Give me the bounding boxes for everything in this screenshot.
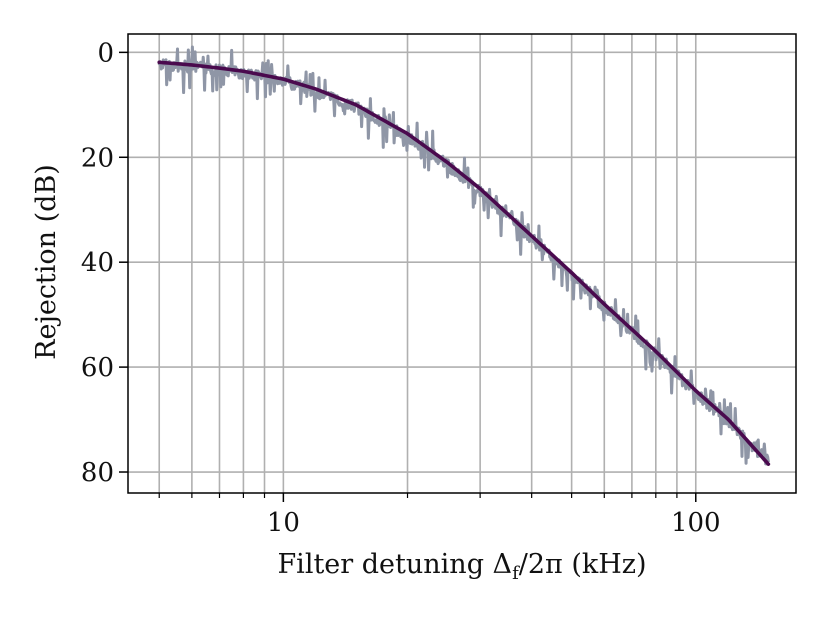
x-axis-label-main: Filter detuning Δ bbox=[277, 549, 512, 580]
x-axis-label: Filter detuning Δf/2π (kHz) bbox=[277, 549, 646, 584]
x-tick-label: 100 bbox=[671, 508, 721, 538]
series-layer bbox=[157, 45, 771, 466]
plot-frame bbox=[127, 33, 797, 494]
y-tick-label: 0 bbox=[97, 38, 114, 68]
axis-ticks: 10 100 0 20 40 60 80 bbox=[81, 38, 721, 538]
y-tick-label: 80 bbox=[81, 458, 114, 488]
grid bbox=[128, 34, 796, 493]
fit-curve bbox=[157, 60, 771, 466]
y-axis-label: Rejection (dB) bbox=[31, 164, 62, 360]
y-tick-label: 60 bbox=[81, 353, 114, 383]
x-axis-label-tail: /2π (kHz) bbox=[519, 549, 647, 580]
x-axis-label-subscript: f bbox=[512, 563, 520, 584]
y-tick-label: 40 bbox=[81, 248, 114, 278]
y-tick-label: 20 bbox=[81, 143, 114, 173]
x-tick-label: 10 bbox=[267, 508, 300, 538]
